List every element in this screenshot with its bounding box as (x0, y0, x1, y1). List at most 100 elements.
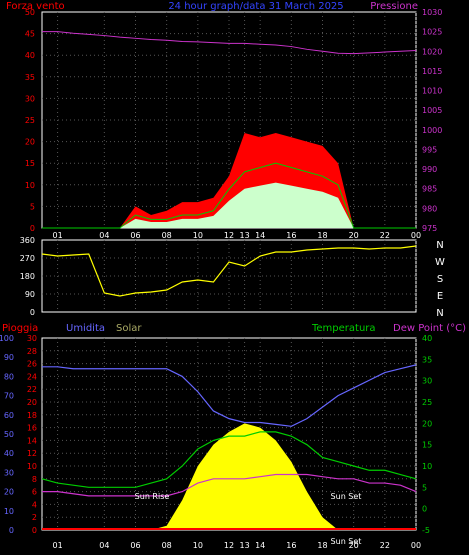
wind-y-tick: 35 (25, 73, 35, 82)
axis-labels: 0101040406060808101012121313141416161818… (0, 8, 445, 550)
dewpoint-line (42, 473, 417, 497)
wind-y-tick: 50 (25, 8, 35, 17)
x-tick-label: 14 (255, 541, 265, 550)
pressure-y-tick: 1020 (422, 47, 442, 56)
x-tick-label: 22 (380, 231, 390, 240)
wind-direction-line (41, 245, 417, 297)
wind-title: Forza vento (6, 1, 65, 12)
x-tick-label: 08 (162, 231, 172, 240)
x-tick-label: 12 (224, 231, 234, 240)
sun-rise-label: Sun Rise (135, 492, 170, 501)
humidity-y-tick: 10 (4, 507, 14, 516)
rain-y-tick: 22 (27, 385, 37, 394)
compass-label: S (437, 274, 443, 285)
rain-y-tick: 16 (27, 424, 37, 433)
x-tick-label: 22 (380, 541, 390, 550)
x-tick-label: 13 (239, 541, 249, 550)
wind-y-tick: 45 (25, 30, 35, 39)
direction-panel-series (41, 245, 417, 297)
temperature-y-tick: 30 (422, 377, 432, 386)
rain-y-tick: 28 (27, 347, 37, 356)
sun-set-label: Sun Set (331, 492, 362, 501)
temperature-y-tick: -5 (422, 526, 430, 535)
x-tick-label: 16 (286, 541, 296, 550)
chart-title: 24 hour graph/data 31 March 2025 (168, 1, 343, 12)
compass-label: N (436, 240, 443, 251)
temperature-title: Temperatura (311, 323, 376, 334)
x-tick-label: 13 (239, 231, 249, 240)
x-tick-label: 06 (130, 541, 140, 550)
pressure-title: Pressione (370, 1, 418, 12)
x-tick-label: 16 (286, 231, 296, 240)
direction-y-tick: 0 (30, 308, 35, 317)
weather-panel-series (41, 364, 417, 530)
humidity-y-tick: 80 (4, 372, 14, 381)
wind-y-tick: 40 (25, 51, 35, 60)
wind-y-tick: 30 (25, 94, 35, 103)
wind-y-tick: 25 (25, 116, 35, 125)
rain-y-tick: 0 (32, 526, 37, 535)
humidity-y-tick: 30 (4, 468, 14, 477)
temperature-y-tick: 0 (422, 505, 427, 514)
temperature-line (41, 431, 417, 488)
temperature-y-tick: 5 (422, 483, 427, 492)
rain-y-tick: 2 (32, 513, 37, 522)
humidity-y-tick: 90 (4, 353, 14, 362)
x-tick-label: 01 (52, 231, 62, 240)
x-tick-label: 00 (411, 541, 421, 550)
humidity-line (42, 364, 417, 427)
x-tick-label: 04 (99, 231, 109, 240)
x-tick-label: 18 (317, 541, 327, 550)
x-tick-label: 12 (224, 541, 234, 550)
wind-y-tick: 15 (25, 159, 35, 168)
wind-average-line (42, 162, 416, 229)
humidity-title: Umidita (66, 323, 105, 334)
direction-y-tick: 90 (25, 290, 35, 299)
pressure-y-tick: 1025 (422, 28, 442, 37)
humidity-y-tick: 60 (4, 411, 14, 420)
sun-set-bottom-label: Sun Set (331, 537, 362, 546)
temperature-y-tick: 35 (422, 355, 432, 364)
pressure-y-tick: 985 (422, 185, 437, 194)
solar-area (42, 423, 416, 530)
x-tick-label: 14 (255, 231, 265, 240)
rain-y-tick: 18 (27, 411, 37, 420)
wind-panel-series (42, 31, 417, 229)
pressure-y-tick: 990 (422, 165, 437, 174)
direction-y-tick: 270 (20, 254, 35, 263)
pressure-y-tick: 1000 (422, 126, 442, 135)
direction-y-tick: 360 (20, 236, 35, 245)
dewpoint-title: Dew Point (°C) (393, 323, 466, 334)
wind-y-tick: 5 (30, 202, 35, 211)
pressure-line (42, 31, 417, 55)
pressure-y-tick: 1015 (422, 67, 442, 76)
pressure-y-tick: 975 (422, 224, 437, 233)
pressure-y-tick: 1030 (422, 8, 442, 17)
pressure-y-tick: 1005 (422, 106, 442, 115)
temperature-y-tick: 10 (422, 462, 432, 471)
rain-y-tick: 26 (27, 360, 37, 369)
temperature-y-tick: 40 (422, 334, 432, 343)
humidity-y-tick: 70 (4, 392, 14, 401)
humidity-y-tick: 20 (4, 488, 14, 497)
compass-label: E (437, 291, 443, 302)
rain-y-tick: 24 (27, 372, 37, 381)
humidity-y-tick: 40 (4, 449, 14, 458)
x-tick-label: 08 (162, 541, 172, 550)
compass-label: W (435, 257, 445, 268)
humidity-y-tick: 50 (4, 430, 14, 439)
rain-title: Pioggia (2, 323, 38, 334)
rain-y-tick: 12 (27, 449, 37, 458)
direction-panel-grid (42, 240, 417, 312)
wind-y-tick: 10 (25, 181, 35, 190)
solar-title: Solar (116, 323, 142, 334)
temperature-y-tick: 15 (422, 441, 432, 450)
temperature-y-tick: 25 (422, 398, 432, 407)
pressure-y-tick: 1010 (422, 87, 442, 96)
wind-y-tick: 20 (25, 138, 35, 147)
x-tick-label: 00 (411, 231, 421, 240)
wind-y-tick: 0 (30, 224, 35, 233)
rain-y-tick: 14 (27, 436, 37, 445)
rain-y-tick: 10 (27, 462, 37, 471)
